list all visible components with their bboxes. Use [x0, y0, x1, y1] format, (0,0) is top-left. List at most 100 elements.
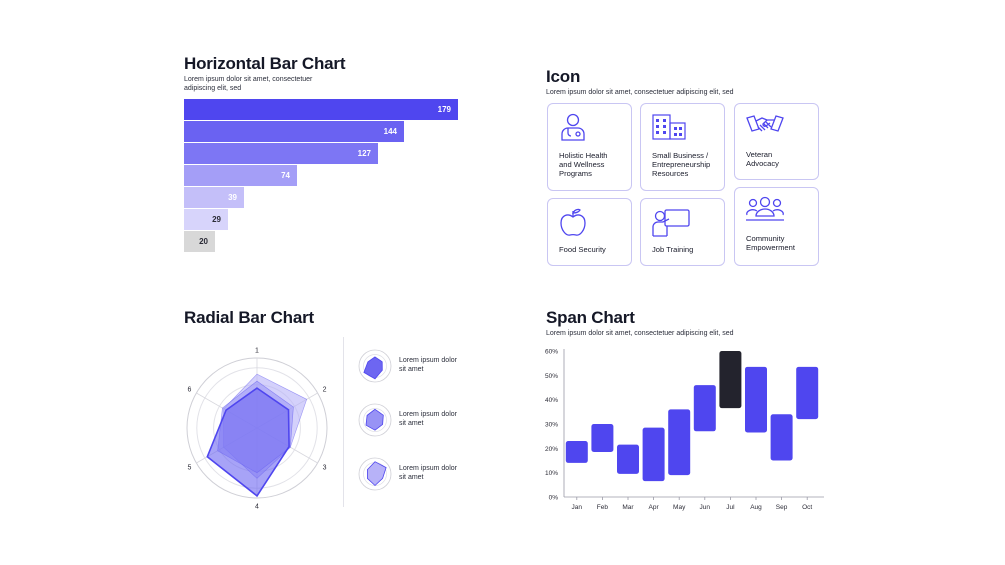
x-tick-label: Jul	[726, 504, 735, 511]
x-tick-label: Mar	[622, 504, 634, 511]
span-bar	[745, 366, 767, 433]
thumb-ring	[358, 349, 392, 383]
card-label-line: Food Security	[559, 245, 606, 254]
radar-thumbnail-icon	[358, 349, 392, 383]
bar-value-label: 29	[212, 215, 221, 224]
handshake-icon	[746, 115, 784, 132]
x-tick-label: Apr	[649, 504, 660, 511]
card-label-line: Entrepreneurship	[652, 160, 711, 169]
card-job-training[interactable]: Job Training	[640, 198, 725, 266]
radar-thumbnail-icon	[358, 403, 392, 437]
thumb-ring	[358, 403, 392, 437]
bar-value-label: 74	[281, 171, 290, 180]
radar-axis-label: 4	[255, 504, 259, 511]
y-tick-label: 50%	[545, 373, 558, 380]
span-chart: 0% 10% 20% 30% 40% 50% 60% Jan Feb Mar Apr May Jun Ju…	[545, 349, 824, 511]
card-food-security[interactable]: Food Security	[547, 198, 632, 266]
bar-value-label: 144	[383, 127, 397, 136]
card-label-line: Veteran	[746, 150, 773, 159]
apple-icon	[560, 208, 586, 236]
span-bar	[796, 366, 819, 420]
hbar-title: Horizontal Bar Chart	[184, 54, 346, 73]
bar-value-label: 39	[228, 193, 237, 202]
legend-text: sit amet	[399, 473, 424, 481]
y-tick-label: 40%	[545, 397, 558, 404]
x-tick-label: Sep	[776, 504, 788, 511]
buildings-icon	[652, 114, 686, 140]
x-tick-label: Feb	[597, 504, 609, 511]
x-tick-label: Jan	[572, 504, 583, 511]
span-bar	[617, 444, 639, 474]
thumb-series	[365, 408, 384, 431]
radar-axis-label: 3	[323, 465, 327, 472]
radar-series	[206, 387, 290, 498]
card-label-line: Community	[746, 234, 785, 243]
legend-item: Lorem ipsum dolor sit amet	[357, 456, 477, 496]
span-bar	[668, 409, 691, 476]
y-tick-label: 30%	[545, 422, 558, 429]
card-holistic-health[interactable]: Holistic Health and Wellness Programs	[547, 103, 632, 191]
horizontal-bar-chart: 179 144 127 74 39 29 20	[184, 99, 474, 259]
card-label-line: and Wellness	[559, 160, 605, 169]
legend-text: Lorem ipsum dolor	[399, 411, 457, 418]
thumb-series	[363, 356, 383, 380]
legend-text: sit amet	[399, 365, 424, 373]
card-veteran-advocacy[interactable]: Veteran Advocacy	[734, 103, 819, 180]
span-bar	[591, 424, 614, 452]
card-label-line: Advocacy	[746, 159, 779, 168]
hbar-subtitle-line-1: Lorem ipsum dolor sit amet, consectetuer	[184, 76, 313, 83]
span-title: Span Chart	[546, 308, 635, 327]
y-tick-label: 20%	[545, 446, 558, 453]
thumb-ring	[358, 457, 392, 491]
community-icon	[746, 196, 784, 221]
card-label-line: Empowerment	[746, 243, 795, 252]
thumb-ring	[363, 408, 387, 432]
card-community-empowerment[interactable]: Community Empowerment	[734, 187, 819, 266]
card-label-line: Programs	[559, 169, 592, 178]
span-bar	[565, 441, 588, 463]
radar-chart: 1 2 3 4 5 6	[186, 348, 328, 511]
bar-value-label: 20	[199, 237, 208, 246]
radar-axis-label: 2	[323, 387, 327, 394]
bar: 179	[184, 99, 458, 120]
bar: 29	[184, 209, 228, 230]
legend-text: Lorem ipsum dolor	[399, 465, 457, 472]
card-label-line: Small Business /	[652, 151, 709, 160]
bar: 144	[184, 121, 404, 142]
thumb-series	[366, 461, 387, 487]
bar: 20	[184, 231, 215, 252]
radar-axis-label: 5	[187, 465, 191, 472]
y-tick-label: 10%	[545, 470, 558, 477]
y-tick-label: 60%	[545, 349, 558, 356]
bar-value-label: 179	[437, 105, 451, 114]
radar-axis-label: 1	[255, 348, 259, 355]
hbar-subtitle-line-2: adipiscing elit, sed	[184, 84, 242, 92]
span-bar	[770, 414, 793, 461]
radar-thumbnail-icon	[358, 457, 392, 491]
legend-text: sit amet	[399, 419, 424, 427]
card-label-line: Job Training	[652, 245, 694, 254]
y-tick-label: 0%	[549, 495, 559, 502]
bar: 127	[184, 143, 378, 164]
hbar-subtitle: Lorem ipsum dolor sit amet, consectetuer…	[184, 76, 354, 93]
span-bar	[642, 427, 665, 482]
span-bar	[693, 385, 716, 432]
bar: 39	[184, 187, 244, 208]
legend-item: Lorem ipsum dolor sit amet	[357, 402, 477, 442]
span-subtitle: Lorem ipsum dolor sit amet, consectetuer…	[546, 330, 734, 337]
presentation-icon	[652, 209, 690, 237]
span-bar	[719, 351, 742, 409]
card-small-business[interactable]: Small Business / Entrepreneurship Resour…	[640, 103, 725, 191]
radial-title: Radial Bar Chart	[184, 308, 315, 327]
bar: 74	[184, 165, 297, 186]
bar-value-label: 127	[357, 149, 371, 158]
doctor-icon	[561, 113, 585, 141]
card-label-line: Resources	[652, 169, 689, 178]
x-tick-label: Jun	[700, 504, 711, 511]
x-tick-label: Oct	[802, 504, 812, 511]
radar-axis-label: 6	[187, 387, 191, 394]
x-tick-label: May	[673, 504, 686, 511]
divider	[343, 337, 344, 507]
card-label-line: Holistic Health	[559, 151, 608, 160]
legend-text: Lorem ipsum dolor	[399, 357, 457, 364]
